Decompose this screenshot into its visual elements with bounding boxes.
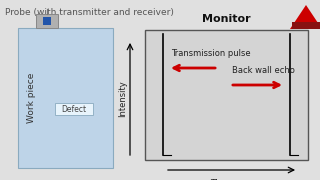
Bar	[18, 28, 113, 168]
Text: Defect: Defect	[61, 105, 86, 114]
Text: Monitor: Monitor	[202, 14, 251, 24]
Polygon shape	[290, 5, 320, 29]
Bar	[292, 22, 320, 29]
Text: Probe (with transmitter and receiver): Probe (with transmitter and receiver)	[5, 8, 174, 17]
Text: Time: Time	[211, 179, 233, 180]
Text: Back wall echo: Back wall echo	[232, 66, 295, 75]
Text: Transmission pulse: Transmission pulse	[171, 49, 251, 58]
Bar	[36, 14, 58, 28]
Text: Work piece: Work piece	[27, 73, 36, 123]
Text: Intensity: Intensity	[118, 81, 127, 117]
Bar	[54, 103, 92, 115]
Bar	[145, 30, 308, 160]
Bar	[43, 17, 51, 25]
